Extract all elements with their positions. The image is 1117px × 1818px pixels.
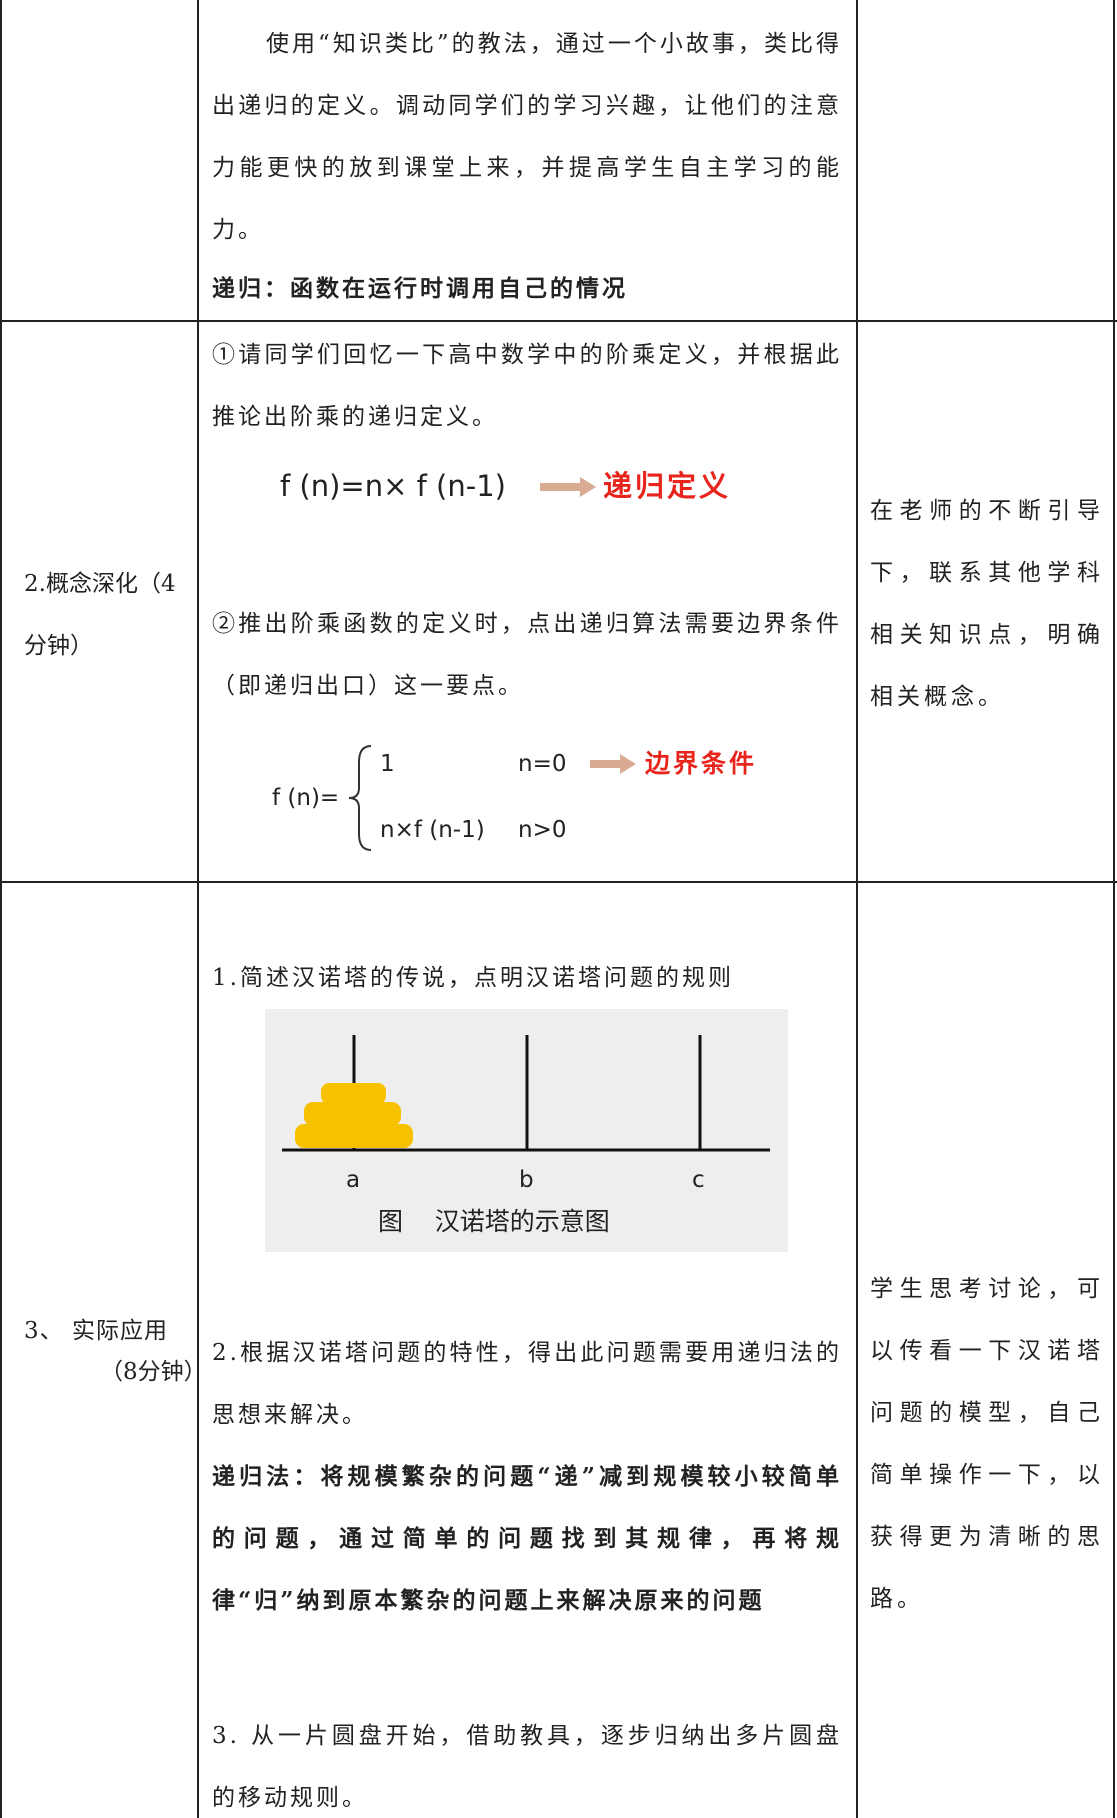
brace [348, 745, 372, 851]
border [197, 0, 199, 1818]
formula-case: 1 [380, 751, 395, 777]
figure-caption: 图 汉诺塔的示意图 [378, 1207, 610, 1236]
peg-label: a [346, 1167, 361, 1193]
formula-case: n×f (n-1) [380, 817, 485, 843]
formula-label: 边界条件 [645, 749, 758, 778]
formula-label: 递归定义 [603, 469, 732, 503]
border [0, 881, 1117, 883]
formula-lhs: f (n)= [272, 785, 340, 811]
peg-label: b [519, 1167, 534, 1193]
step: 2.根据汉诺塔问题的特性，得出此问题需要用递归法的思想来解决。 [212, 1340, 842, 1428]
stage: 3、 实际应用 [24, 1318, 168, 1344]
student-activity: 学生思考讨论，可以传看一下汉诺塔问题的模型，自己简单操作一下，以获得更为清晰的思… [870, 1276, 1104, 1612]
border [856, 0, 858, 1818]
step: ①请同学们回忆一下高中数学中的阶乘定义，并根据此推论出阶乘的递归定义。 [212, 342, 842, 430]
peg-label: c [692, 1167, 705, 1193]
border [0, 320, 1117, 322]
formula-condition: n>0 [518, 817, 567, 843]
student-activity: 在老师的不断引导下，联系其他学科相关知识点，明确相关概念。 [870, 498, 1104, 710]
definition: 递归法：将规模繁杂的问题“递”减到规模较小较简单的问题，通过简单的问题找到其规律… [212, 1463, 842, 1614]
arrow [540, 477, 596, 497]
arrow [590, 754, 636, 774]
border [1113, 0, 1115, 1818]
hanoi-figure [265, 1009, 788, 1252]
definition: 递归：函数在运行时调用自己的情况 [212, 275, 628, 302]
stage-time: （8分钟） [100, 1359, 207, 1385]
formula: f (n)=n× f (n-1) [280, 469, 506, 503]
step: ②推出阶乘函数的定义时，点出递归算法需要边界条件（即递归出口）这一要点。 [212, 611, 842, 699]
step: 3. 从一片圆盘开始，借助教具，逐步归纳出多片圆盘的移动规则。 [212, 1723, 842, 1811]
paragraph: 使用“知识类比”的教法，通过一个小故事，类比得出递归的定义。调动同学们的学习兴趣… [212, 31, 842, 243]
border [0, 0, 2, 1818]
stage: 2.概念深化（4分钟） [24, 571, 176, 659]
formula-condition: n=0 [518, 751, 567, 777]
step: 1.简述汉诺塔的传说，点明汉诺塔问题的规则 [212, 965, 734, 991]
